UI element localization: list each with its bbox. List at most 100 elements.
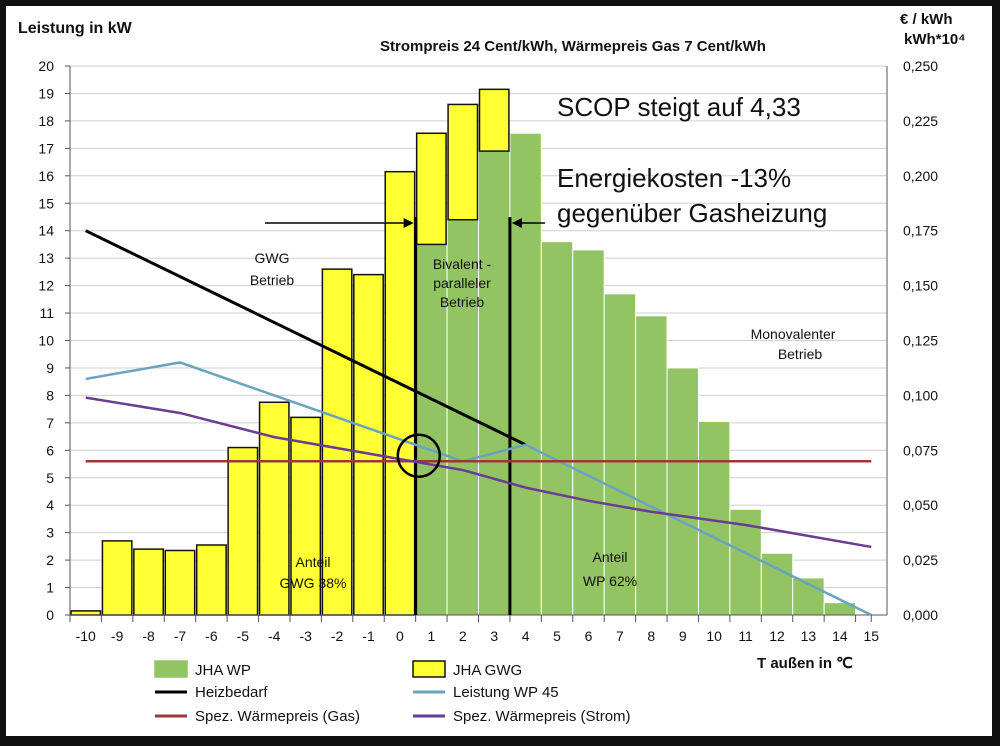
series-line xyxy=(85,396,872,549)
y-tick-label: 0 xyxy=(46,607,54,623)
y2-tick-label: 0,175 xyxy=(903,223,938,239)
x-tick-label: -4 xyxy=(268,628,281,644)
annotation-anteil-gwg-line2: GWG 38% xyxy=(280,575,347,591)
x-tick-label: 14 xyxy=(832,628,848,644)
bar-jha-gwg xyxy=(101,540,133,616)
x-tick-label: 13 xyxy=(801,628,817,644)
y-tick-label: 5 xyxy=(46,470,54,486)
bar-jha-gwg xyxy=(415,132,447,246)
bar-jha-gwg xyxy=(321,268,353,616)
x-tick-label: -1 xyxy=(362,628,375,644)
annotation-mono-line1: Monovalenter xyxy=(751,326,836,342)
x-tick-label: 12 xyxy=(769,628,785,644)
x-tick-label: -8 xyxy=(142,628,155,644)
y-tick-label: 8 xyxy=(46,387,54,403)
annotation-gwg-line2: Betrieb xyxy=(250,272,295,288)
x-tick-label: -5 xyxy=(237,628,250,644)
legend-swatch xyxy=(412,660,446,678)
annotation-gwg-line1: GWG xyxy=(255,250,290,266)
bars-jha-wp xyxy=(415,132,857,616)
y-tick-label: 1 xyxy=(46,580,54,596)
y-tick-label: 14 xyxy=(38,223,54,239)
y2-tick-label: 0,050 xyxy=(903,497,938,513)
bar-jha-gwg xyxy=(478,88,510,152)
bar-jha-wp xyxy=(666,367,699,616)
legend-swatch xyxy=(154,660,188,678)
arrow-left-head xyxy=(403,218,414,228)
annotation-mono-line2: Betrieb xyxy=(778,346,823,362)
bar-jha-wp xyxy=(509,132,542,616)
y-tick-label: 4 xyxy=(46,497,54,513)
y-axis-label: Leistung in kW xyxy=(18,20,133,37)
y2-axis-label-line2: kWh*10⁴ xyxy=(904,31,966,48)
x-tick-label: 10 xyxy=(706,628,722,644)
annotation-scop: SCOP steigt auf 4,33 xyxy=(557,92,801,122)
annotation-bivalent-line2: paralleler xyxy=(433,275,491,291)
y-tick-label: 13 xyxy=(38,250,54,266)
bar-jha-gwg xyxy=(227,446,259,616)
series-lines xyxy=(85,216,872,617)
legend: JHA WP JHA GWG Heizbedarf Leistung WP 45 Spe… xyxy=(154,660,631,725)
annotation-anteil-gwg-line1: Anteil xyxy=(295,554,330,570)
legend-label: JHA WP xyxy=(195,662,251,679)
bar-jha-gwg xyxy=(447,103,479,221)
annotation-cost-line2: gegenüber Gasheizung xyxy=(557,198,827,228)
x-tick-label: 0 xyxy=(396,628,404,644)
y2-tick-label: 0,075 xyxy=(903,442,938,458)
y-tick-label: 15 xyxy=(38,195,54,211)
x-tick-label: 5 xyxy=(553,628,561,644)
x-tick-label: 9 xyxy=(679,628,687,644)
bars-jha-gwg xyxy=(70,88,510,616)
x-tick-label: -2 xyxy=(331,628,344,644)
annotation-cost-line1: Energiekosten -13% xyxy=(557,163,791,193)
x-tick-label: -6 xyxy=(205,628,218,644)
y2-tick-label: 0,150 xyxy=(903,278,938,294)
y2-tick-label: 0,025 xyxy=(903,552,938,568)
legend-label: Spez. Wärmepreis (Strom) xyxy=(453,708,631,725)
y-tick-label: 11 xyxy=(39,305,54,321)
x-tick-label: 2 xyxy=(459,628,467,644)
legend-label: Leistung WP 45 xyxy=(453,684,559,701)
arrow-right-head xyxy=(511,218,522,228)
intersection-circle xyxy=(396,433,442,479)
x-tick-label: 11 xyxy=(738,628,753,644)
x-tick-label: -9 xyxy=(111,628,124,644)
bar-jha-gwg xyxy=(384,170,416,616)
bar-jha-gwg xyxy=(133,548,165,616)
x-tick-label: -3 xyxy=(299,628,312,644)
y2-tick-labels: 0,000 0,025 0,050 0,075 0,100 0,125 0,150 0,175… xyxy=(903,58,938,623)
y2-tick-label: 0,250 xyxy=(903,58,938,74)
annotation-bivalent-line1: Bivalent - xyxy=(433,256,492,272)
x-tick-label: 7 xyxy=(616,628,624,644)
x-tick-label: 4 xyxy=(522,628,530,644)
y2-tick-label: 0,100 xyxy=(903,387,938,403)
y-tick-label: 20 xyxy=(38,58,54,74)
bar-jha-gwg xyxy=(195,544,227,616)
legend-label: JHA GWG xyxy=(453,662,522,679)
bar-jha-wp xyxy=(540,241,574,616)
x-tick-label: 15 xyxy=(863,628,879,644)
bar-jha-wp xyxy=(635,315,668,616)
y-tick-label: 17 xyxy=(38,140,54,156)
y-tick-label: 3 xyxy=(46,525,54,541)
y-tick-label: 7 xyxy=(46,415,54,431)
x-axis-label: T außen in ℃ xyxy=(757,655,853,672)
y2-tick-label: 0,200 xyxy=(903,168,938,184)
x-tick-label: 1 xyxy=(427,628,435,644)
x-tick-label: -10 xyxy=(76,628,96,644)
y2-tick-label: 0,125 xyxy=(903,333,938,349)
bar-jha-gwg xyxy=(164,549,196,616)
annotation-anteil-wp-line1: Anteil xyxy=(592,549,627,565)
x-tick-label: -7 xyxy=(174,628,187,644)
bar-jha-wp xyxy=(603,293,637,616)
y-tick-label: 9 xyxy=(46,360,54,376)
x-tick-label: 6 xyxy=(585,628,593,644)
y-tick-label: 16 xyxy=(38,168,54,184)
series-line xyxy=(85,229,527,447)
legend-label: Spez. Wärmepreis (Gas) xyxy=(195,708,360,725)
chart-title: Strompreis 24 Cent/kWh, Wärmepreis Gas 7… xyxy=(380,38,766,55)
y-tick-label: 12 xyxy=(38,278,54,294)
